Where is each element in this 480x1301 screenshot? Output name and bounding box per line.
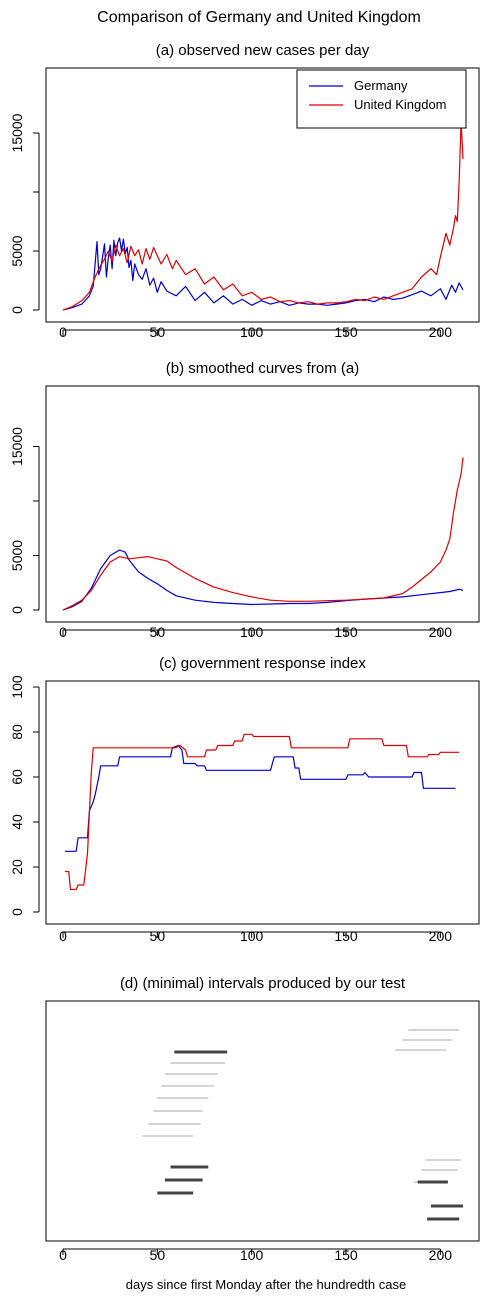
y-tick-label: 100 (9, 675, 25, 699)
x-tick-label: 0 (59, 324, 67, 340)
x-tick-label: 0 (59, 1247, 67, 1263)
series-line-germany (62, 549, 464, 611)
x-tick-label: 50 (150, 928, 166, 944)
y-tick-label: 5000 (9, 540, 25, 571)
y-tick-label: 60 (9, 769, 25, 785)
y-tick-label: 20 (9, 859, 25, 875)
x-tick-label: 0 (59, 624, 67, 640)
x-tick-label: 200 (429, 624, 453, 640)
x-tick-label: 150 (334, 1247, 358, 1263)
plot-frame (45, 385, 480, 623)
plot-frame (45, 680, 480, 925)
x-tick-label: 100 (240, 1247, 264, 1263)
x-tick-label: 100 (240, 624, 264, 640)
panel-title: (b) smoothed curves from (a) (166, 360, 359, 377)
x-tick-label: 50 (150, 624, 166, 640)
series-line-germany (64, 744, 456, 852)
series-line-united-kingdom (62, 120, 464, 311)
panel-title: (c) government response index (159, 655, 366, 672)
figure-title: Comparison of Germany and United Kingdom (97, 9, 421, 26)
plot-frame (45, 67, 480, 323)
legend-label: Germany (354, 78, 408, 93)
panel-title: (d) (minimal) intervals produced by our … (120, 975, 406, 992)
x-tick-label: 50 (150, 1247, 166, 1263)
y-tick-label: 80 (9, 724, 25, 740)
panel-c: (c) government response index 0 50 100 150 20… (9, 655, 480, 944)
series-line-germany (62, 237, 464, 311)
y-tick-label: 15000 (9, 113, 25, 152)
panel-d: (d) (minimal) intervals produced by our … (45, 975, 480, 1263)
plot-frame (45, 1000, 480, 1242)
x-tick-label: 150 (334, 624, 358, 640)
x-axis-label: days since first Monday after the hundre… (126, 1277, 406, 1292)
x-tick-label: 0 (59, 928, 67, 944)
y-tick-label: 0 (9, 606, 25, 614)
y-tick-label: 15000 (9, 427, 25, 466)
x-tick-label: 150 (334, 324, 358, 340)
y-tick-label: 40 (9, 814, 25, 830)
legend-label: United Kingdom (354, 97, 447, 112)
series-line-united-kingdom (64, 733, 460, 891)
y-tick-label: 0 (9, 306, 25, 314)
x-tick-label: 200 (429, 324, 453, 340)
panel-a: (a) observed new cases per day 0 50 100 150 2… (9, 42, 480, 340)
panel-title: (a) observed new cases per day (156, 42, 370, 59)
y-tick-label: 0 (9, 908, 25, 916)
legend-box (296, 69, 467, 129)
x-tick-label: 100 (240, 324, 264, 340)
x-tick-label: 200 (429, 1247, 453, 1263)
x-tick-label: 100 (240, 928, 264, 944)
x-tick-label: 150 (334, 928, 358, 944)
panel-b: (b) smoothed curves from (a) 0 50 100 150 200… (9, 360, 480, 640)
x-tick-label: 200 (429, 928, 453, 944)
series-line-united-kingdom (62, 457, 464, 611)
y-tick-label: 5000 (9, 235, 25, 266)
x-tick-label: 50 (150, 324, 166, 340)
panels: (a) observed new cases per day 0 50 100 150 2… (9, 42, 480, 1263)
